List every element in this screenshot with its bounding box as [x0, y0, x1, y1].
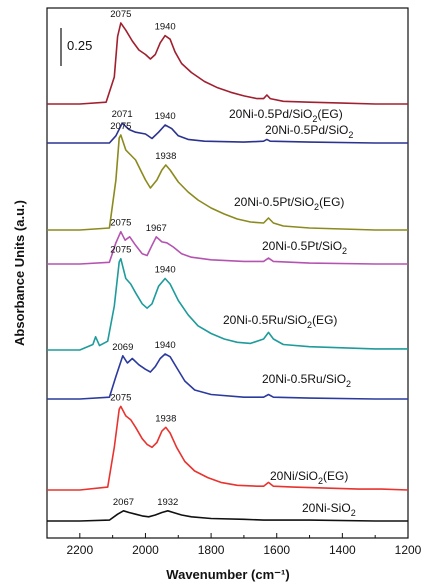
x-tick-label-2200: 2200: [66, 543, 93, 557]
series-5: 2075 1940 20Ni-0.5Ru/SiO2(EG): [47, 245, 408, 351]
scale-bar: 0.25: [60, 28, 92, 66]
x-tick-label-1600: 1600: [263, 543, 290, 557]
series-line: [47, 257, 408, 351]
series-line: [47, 122, 408, 144]
peak-label: 1938: [155, 413, 176, 424]
scale-bar-label: 0.25: [67, 38, 92, 53]
peak-label: 2075: [110, 392, 131, 403]
peak-label: 2067: [113, 497, 134, 508]
series-label: 20Ni-0.5Ru/SiO2: [262, 372, 351, 389]
series-line: [47, 510, 408, 522]
x-tick-label-1400: 1400: [329, 543, 356, 557]
peak-label: 2075: [110, 9, 131, 20]
series-6: 2069 1940 20Ni-0.5Ru/SiO2: [47, 340, 408, 400]
series-1: 2075 1940 20Ni-0.5Pd/SiO2(EG): [47, 9, 408, 124]
series-label: 20Ni-0.5Pd/SiO2: [265, 123, 353, 140]
peak-label: 1940: [155, 111, 176, 122]
series-label: 20Ni-0.5Ru/SiO2(EG): [223, 313, 337, 330]
peak-label: 1938: [155, 151, 176, 162]
peak-label: 1940: [155, 340, 176, 351]
peak-label: 2075: [110, 121, 131, 132]
series-label: 20Ni-0.5Pt/SiO2(EG): [234, 195, 344, 212]
peak-label: 1967: [146, 223, 167, 234]
y-axis-title: Absorbance Units (a.u.): [12, 200, 27, 346]
series-line: [47, 134, 408, 231]
series-line: [47, 22, 408, 105]
plot-frame: [46, 7, 409, 539]
series-3: 2075 1938 20Ni-0.5Pt/SiO2(EG): [47, 121, 408, 231]
series-label: 20Ni-0.5Pd/SiO2(EG): [229, 107, 343, 124]
series-line: [47, 353, 408, 400]
series-8: 2067 1932 20Ni-SiO2: [47, 497, 408, 522]
x-axis-ticks: 2200 2000 1800 1600 1400 1200: [46, 533, 422, 557]
peak-label: 2075: [110, 245, 131, 256]
x-axis-title: Wavenumber (cm⁻¹): [166, 567, 289, 582]
x-tick-label-2000: 2000: [132, 543, 159, 557]
series-2: 2071 1940 20Ni-0.5Pd/SiO2: [47, 109, 408, 144]
series-layer: 2075 1940 20Ni-0.5Pd/SiO2(EG) 2071 1940 20Ni-…: [47, 9, 409, 522]
peak-label: 1940: [155, 265, 176, 276]
peak-label: 2069: [112, 342, 133, 353]
series-label: 20Ni-0.5Pt/SiO2: [262, 239, 347, 256]
x-tick-label-1200: 1200: [395, 543, 422, 557]
x-tick-label-1800: 1800: [198, 543, 225, 557]
series-label: 20Ni-SiO2: [302, 501, 356, 518]
peak-label: 1932: [157, 497, 178, 508]
series-line: [47, 405, 409, 491]
series-line: [47, 230, 408, 265]
peak-label: 2071: [112, 109, 133, 120]
series-4: 2075 1967 20Ni-0.5Pt/SiO2: [47, 218, 408, 265]
series-7: 2075 1938 20Ni/SiO2(EG): [47, 392, 409, 491]
series-label: 20Ni/SiO2(EG): [270, 469, 348, 486]
peak-label: 1940: [155, 22, 176, 33]
peak-label: 2075: [110, 218, 131, 229]
